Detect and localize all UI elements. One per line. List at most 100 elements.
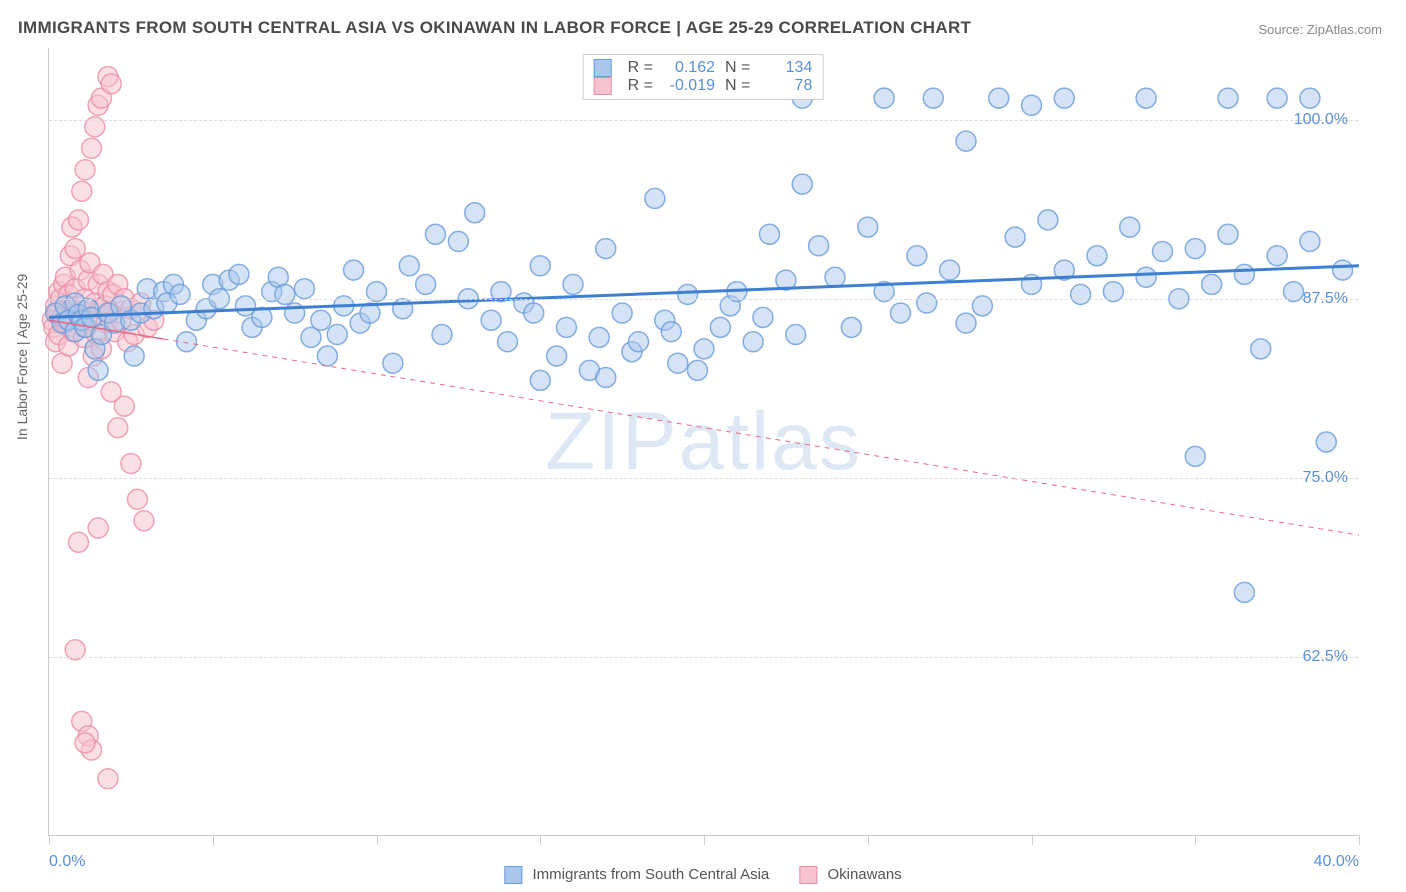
legend-swatch-icon [504, 866, 522, 884]
data-point [678, 284, 698, 304]
gridline [49, 299, 1358, 300]
data-point [425, 224, 445, 244]
series-legend: Immigrants from South Central Asia Okina… [504, 866, 901, 884]
data-point [1120, 217, 1140, 237]
data-point [907, 246, 927, 266]
y-axis-label: In Labor Force | Age 25-29 [14, 274, 30, 440]
data-point [809, 236, 829, 256]
x-tick [1195, 835, 1196, 845]
data-point [88, 518, 108, 538]
data-point [481, 310, 501, 330]
source-attribution: Source: ZipAtlas.com [1258, 22, 1382, 37]
data-point [1316, 432, 1336, 452]
x-tick [704, 835, 705, 845]
data-point [694, 339, 714, 359]
y-tick-label: 75.0% [1303, 469, 1348, 487]
data-point [596, 239, 616, 259]
data-point [1218, 88, 1238, 108]
legend-label: Okinawans [827, 866, 901, 883]
data-point [1136, 267, 1156, 287]
data-point [1022, 95, 1042, 115]
data-point [416, 274, 436, 294]
data-point [940, 260, 960, 280]
data-point [327, 325, 347, 345]
data-point [344, 260, 364, 280]
data-point [127, 489, 147, 509]
data-point [841, 317, 861, 337]
data-point [1267, 88, 1287, 108]
r-value: -0.019 [663, 77, 715, 95]
data-point [1005, 227, 1025, 247]
data-point [465, 203, 485, 223]
data-point [311, 310, 331, 330]
data-point [710, 317, 730, 337]
data-point [82, 138, 102, 158]
legend-swatch-icon [594, 59, 612, 77]
data-point [177, 332, 197, 352]
data-point [1267, 246, 1287, 266]
gridline [49, 120, 1358, 121]
n-value: 78 [760, 77, 812, 95]
x-tick [540, 835, 541, 845]
data-point [399, 256, 419, 276]
data-point [275, 284, 295, 304]
data-point [1300, 231, 1320, 251]
data-point [121, 453, 141, 473]
correlation-stats-legend: R = 0.162 N = 134 R = -0.019 N = 78 [583, 54, 824, 100]
data-point [923, 88, 943, 108]
stats-row: R = -0.019 N = 78 [594, 77, 813, 95]
data-point [792, 174, 812, 194]
gridline [49, 478, 1358, 479]
data-point [1251, 339, 1271, 359]
data-point [1087, 246, 1107, 266]
legend-item: Immigrants from South Central Asia [504, 866, 769, 884]
legend-swatch-icon [594, 77, 612, 95]
data-point [1300, 88, 1320, 108]
n-label: N = [725, 77, 750, 95]
data-point [1136, 88, 1156, 108]
data-point [612, 303, 632, 323]
data-point [1071, 284, 1091, 304]
data-point [874, 88, 894, 108]
data-point [68, 532, 88, 552]
data-point [1218, 224, 1238, 244]
data-point [1234, 582, 1254, 602]
data-point [547, 346, 567, 366]
n-label: N = [725, 59, 750, 77]
data-point [760, 224, 780, 244]
stats-row: R = 0.162 N = 134 [594, 59, 813, 77]
x-tick [1359, 835, 1360, 845]
data-point [668, 353, 688, 373]
data-point [98, 769, 118, 789]
data-point [498, 332, 518, 352]
x-tick [1032, 835, 1033, 845]
data-point [753, 307, 773, 327]
data-point [1185, 239, 1205, 259]
data-point [124, 346, 144, 366]
r-label: R = [628, 77, 653, 95]
data-point [108, 418, 128, 438]
chart-title: IMMIGRANTS FROM SOUTH CENTRAL ASIA VS OK… [18, 18, 971, 38]
data-point [72, 181, 92, 201]
data-point [743, 332, 763, 352]
data-point [1153, 241, 1173, 261]
data-point [294, 279, 314, 299]
data-point [629, 332, 649, 352]
r-label: R = [628, 59, 653, 77]
data-point [1333, 260, 1353, 280]
n-value: 134 [760, 59, 812, 77]
data-point [88, 360, 108, 380]
y-tick-label: 87.5% [1303, 290, 1348, 308]
data-point [75, 733, 95, 753]
data-point [530, 256, 550, 276]
legend-swatch-icon [799, 866, 817, 884]
data-point [858, 217, 878, 237]
x-tick [213, 835, 214, 845]
scatter-svg [49, 48, 1358, 835]
data-point [556, 317, 576, 337]
data-point [645, 188, 665, 208]
data-point [1054, 88, 1074, 108]
data-point [1038, 210, 1058, 230]
y-tick-label: 62.5% [1303, 648, 1348, 666]
data-point [530, 370, 550, 390]
